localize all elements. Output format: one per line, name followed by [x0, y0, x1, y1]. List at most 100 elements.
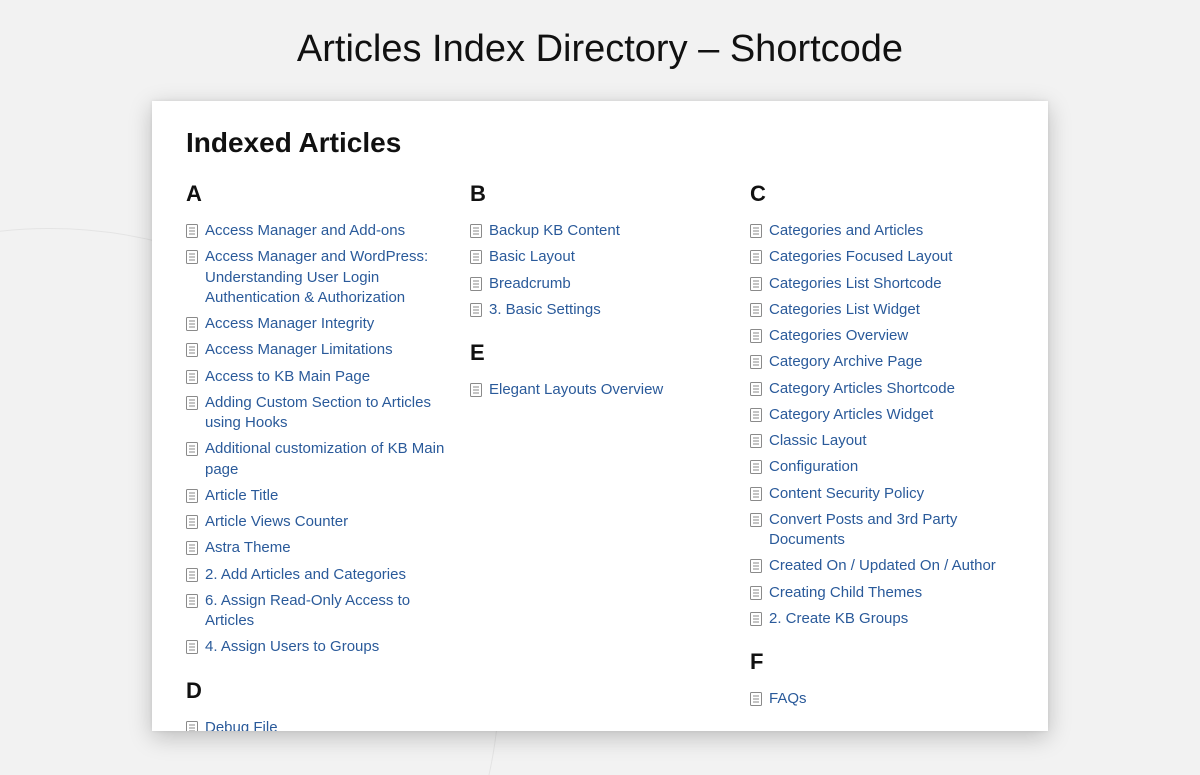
- article-link[interactable]: Additional customization of KB Main page: [205, 439, 470, 480]
- article-link[interactable]: 2. Add Articles and Categories: [205, 565, 414, 585]
- document-icon: [750, 434, 762, 448]
- document-icon: [750, 329, 762, 343]
- list-item: Access to KB Main Page: [186, 367, 470, 387]
- list-item: Astra Theme: [186, 538, 470, 558]
- article-link[interactable]: Categories List Shortcode: [769, 274, 950, 294]
- list-item: Categories List Shortcode: [750, 274, 1030, 294]
- document-icon: [750, 692, 762, 706]
- article-link[interactable]: 6. Assign Read-Only Access to Articles: [205, 591, 470, 632]
- document-icon: [186, 317, 198, 331]
- document-icon: [750, 559, 762, 573]
- list-item: Creating Child Themes: [750, 583, 1030, 603]
- list-item: Article Views Counter: [186, 512, 470, 532]
- list-item: Categories Focused Layout: [750, 247, 1030, 267]
- document-icon: [470, 383, 482, 397]
- article-link[interactable]: Categories Focused Layout: [769, 247, 960, 267]
- document-icon: [750, 382, 762, 396]
- list-item: Debug File: [186, 718, 470, 732]
- list-item: Access Manager Integrity: [186, 314, 470, 334]
- index-letter: C: [750, 181, 1030, 207]
- list-item: 6. Assign Read-Only Access to Articles: [186, 591, 470, 632]
- document-icon: [186, 541, 198, 555]
- list-item: Categories and Articles: [750, 221, 1030, 241]
- article-link[interactable]: 3. Basic Settings: [489, 300, 609, 320]
- document-icon: [470, 250, 482, 264]
- list-item: Created On / Updated On / Author: [750, 556, 1030, 576]
- document-icon: [750, 224, 762, 238]
- list-item: Backup KB Content: [470, 221, 750, 241]
- page-title: Articles Index Directory – Shortcode: [0, 28, 1200, 71]
- article-link[interactable]: Access Manager Limitations: [205, 340, 401, 360]
- list-item: Basic Layout: [470, 247, 750, 267]
- document-icon: [186, 594, 198, 608]
- article-link[interactable]: Categories List Widget: [769, 300, 928, 320]
- article-link[interactable]: Categories Overview: [769, 326, 916, 346]
- document-icon: [750, 408, 762, 422]
- article-list: Backup KB Content Basic Layout Breadcrum…: [470, 221, 750, 320]
- document-icon: [186, 515, 198, 529]
- list-item: Breadcrumb: [470, 274, 750, 294]
- index-section-a: A Access Manager and Add-ons Access Mana…: [186, 181, 470, 658]
- article-link[interactable]: Configuration: [769, 457, 866, 477]
- article-link[interactable]: Category Articles Widget: [769, 405, 941, 425]
- article-link[interactable]: Category Archive Page: [769, 352, 930, 372]
- list-item: Elegant Layouts Overview: [470, 380, 750, 400]
- index-letter: F: [750, 649, 1030, 675]
- article-link[interactable]: Access Manager and Add-ons: [205, 221, 413, 241]
- article-link[interactable]: Convert Posts and 3rd Party Documents: [769, 510, 1030, 551]
- article-link[interactable]: Debug File: [205, 718, 286, 732]
- list-item: 4. Assign Users to Groups: [186, 637, 470, 657]
- article-link[interactable]: 4. Assign Users to Groups: [205, 637, 387, 657]
- list-item: Classic Layout: [750, 431, 1030, 451]
- list-item: Categories List Widget: [750, 300, 1030, 320]
- index-letter: E: [470, 340, 750, 366]
- list-item: Content Security Policy: [750, 484, 1030, 504]
- document-icon: [750, 355, 762, 369]
- list-item: Access Manager and WordPress: Understand…: [186, 247, 470, 308]
- document-icon: [186, 721, 198, 732]
- articles-panel: Indexed Articles A Access Manager and Ad…: [152, 101, 1048, 731]
- article-link[interactable]: Creating Child Themes: [769, 583, 930, 603]
- article-link[interactable]: Article Title: [205, 486, 286, 506]
- list-item: Adding Custom Section to Articles using …: [186, 393, 470, 434]
- panel-heading: Indexed Articles: [186, 127, 1014, 159]
- list-item: Category Archive Page: [750, 352, 1030, 372]
- article-link[interactable]: Astra Theme: [205, 538, 299, 558]
- article-link[interactable]: Access Manager Integrity: [205, 314, 382, 334]
- article-link[interactable]: Elegant Layouts Overview: [489, 380, 671, 400]
- index-column: B Backup KB Content Basic Layout Breadcr…: [470, 181, 750, 731]
- article-link[interactable]: Backup KB Content: [489, 221, 628, 241]
- article-link[interactable]: Created On / Updated On / Author: [769, 556, 1004, 576]
- document-icon: [186, 489, 198, 503]
- article-link[interactable]: Content Security Policy: [769, 484, 932, 504]
- document-icon: [750, 586, 762, 600]
- article-link[interactable]: Breadcrumb: [489, 274, 579, 294]
- list-item: Access Manager and Add-ons: [186, 221, 470, 241]
- document-icon: [186, 250, 198, 264]
- index-section-c: C Categories and Articles Categories Foc…: [750, 181, 1030, 629]
- article-link[interactable]: Basic Layout: [489, 247, 583, 267]
- article-link[interactable]: Adding Custom Section to Articles using …: [205, 393, 470, 434]
- list-item: Categories Overview: [750, 326, 1030, 346]
- article-link[interactable]: Category Articles Shortcode: [769, 379, 963, 399]
- list-item: Category Articles Shortcode: [750, 379, 1030, 399]
- article-link[interactable]: Classic Layout: [769, 431, 875, 451]
- article-link[interactable]: Article Views Counter: [205, 512, 356, 532]
- index-section-b: B Backup KB Content Basic Layout Breadcr…: [470, 181, 750, 320]
- list-item: Configuration: [750, 457, 1030, 477]
- article-link[interactable]: FAQs: [769, 689, 815, 709]
- index-letter: B: [470, 181, 750, 207]
- document-icon: [470, 277, 482, 291]
- document-icon: [750, 277, 762, 291]
- article-link[interactable]: Access to KB Main Page: [205, 367, 378, 387]
- article-link[interactable]: Categories and Articles: [769, 221, 931, 241]
- article-link[interactable]: 2. Create KB Groups: [769, 609, 916, 629]
- document-icon: [750, 513, 762, 527]
- document-icon: [750, 250, 762, 264]
- document-icon: [750, 612, 762, 626]
- list-item: Access Manager Limitations: [186, 340, 470, 360]
- index-column: C Categories and Articles Categories Foc…: [750, 181, 1030, 731]
- document-icon: [186, 640, 198, 654]
- document-icon: [750, 487, 762, 501]
- article-link[interactable]: Access Manager and WordPress: Understand…: [205, 247, 470, 308]
